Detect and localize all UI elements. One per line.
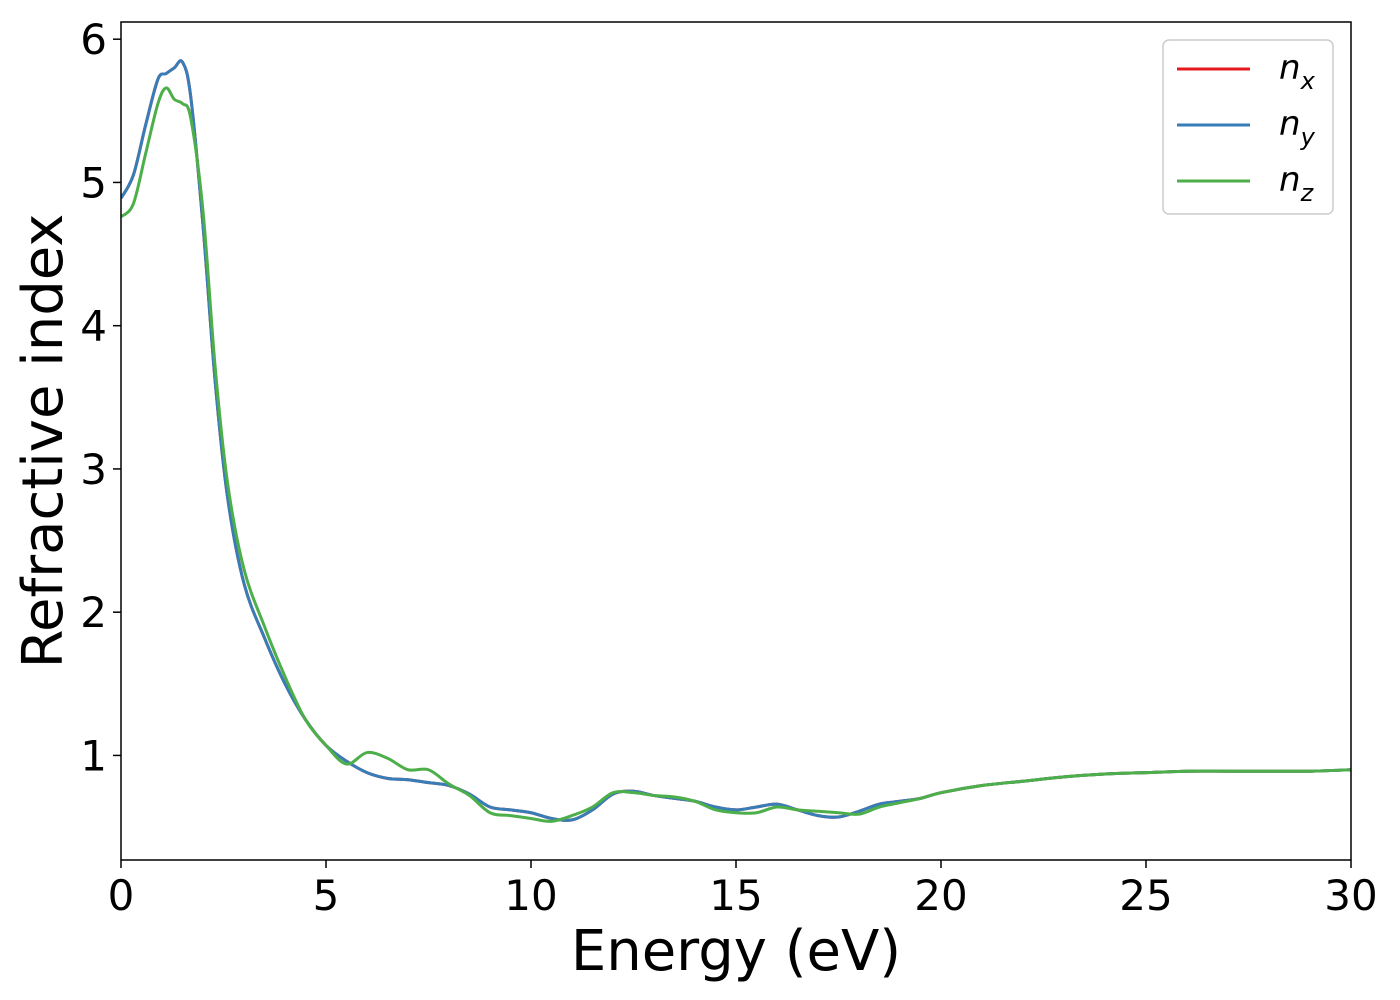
x-tick-label: 30 xyxy=(1324,871,1377,920)
x-tick-label: 15 xyxy=(709,871,762,920)
legend-label-subscript: x xyxy=(1300,67,1316,95)
x-tick-label: 25 xyxy=(1119,871,1172,920)
legend-label-symbol: n xyxy=(1279,48,1301,88)
y-tick-label: 6 xyxy=(80,15,107,64)
legend-label-symbol: n xyxy=(1279,160,1301,200)
legend-label-nz: nz xyxy=(1279,160,1315,207)
x-tick-label: 10 xyxy=(504,871,557,920)
legend-label-nx: nx xyxy=(1279,48,1316,95)
y-tick-label: 2 xyxy=(80,588,107,637)
x-tick-label: 5 xyxy=(313,871,340,920)
y-tick-label: 4 xyxy=(80,302,107,351)
x-tick-label: 20 xyxy=(914,871,967,920)
y-tick-label: 3 xyxy=(80,445,107,494)
y-tick-label: 5 xyxy=(80,158,107,207)
x-tick-label: 0 xyxy=(108,871,135,920)
y-tick-label: 1 xyxy=(80,731,107,780)
x-axis-title: Energy (eV) xyxy=(571,919,901,984)
legend-label-ny: ny xyxy=(1279,104,1316,151)
y-axis-ticks: 1 2 3 4 5 6 xyxy=(80,15,121,780)
legend-label-subscript: z xyxy=(1300,179,1315,207)
legend-box xyxy=(1162,39,1334,215)
series-line-nz xyxy=(121,86,1351,823)
y-axis-title: Refractive index xyxy=(11,214,76,669)
x-axis-ticks: 0 5 10 15 20 25 30 xyxy=(108,860,1378,920)
legend-label-symbol: n xyxy=(1279,104,1301,144)
series-layer xyxy=(121,59,1351,823)
legend-label-subscript: y xyxy=(1300,123,1316,151)
